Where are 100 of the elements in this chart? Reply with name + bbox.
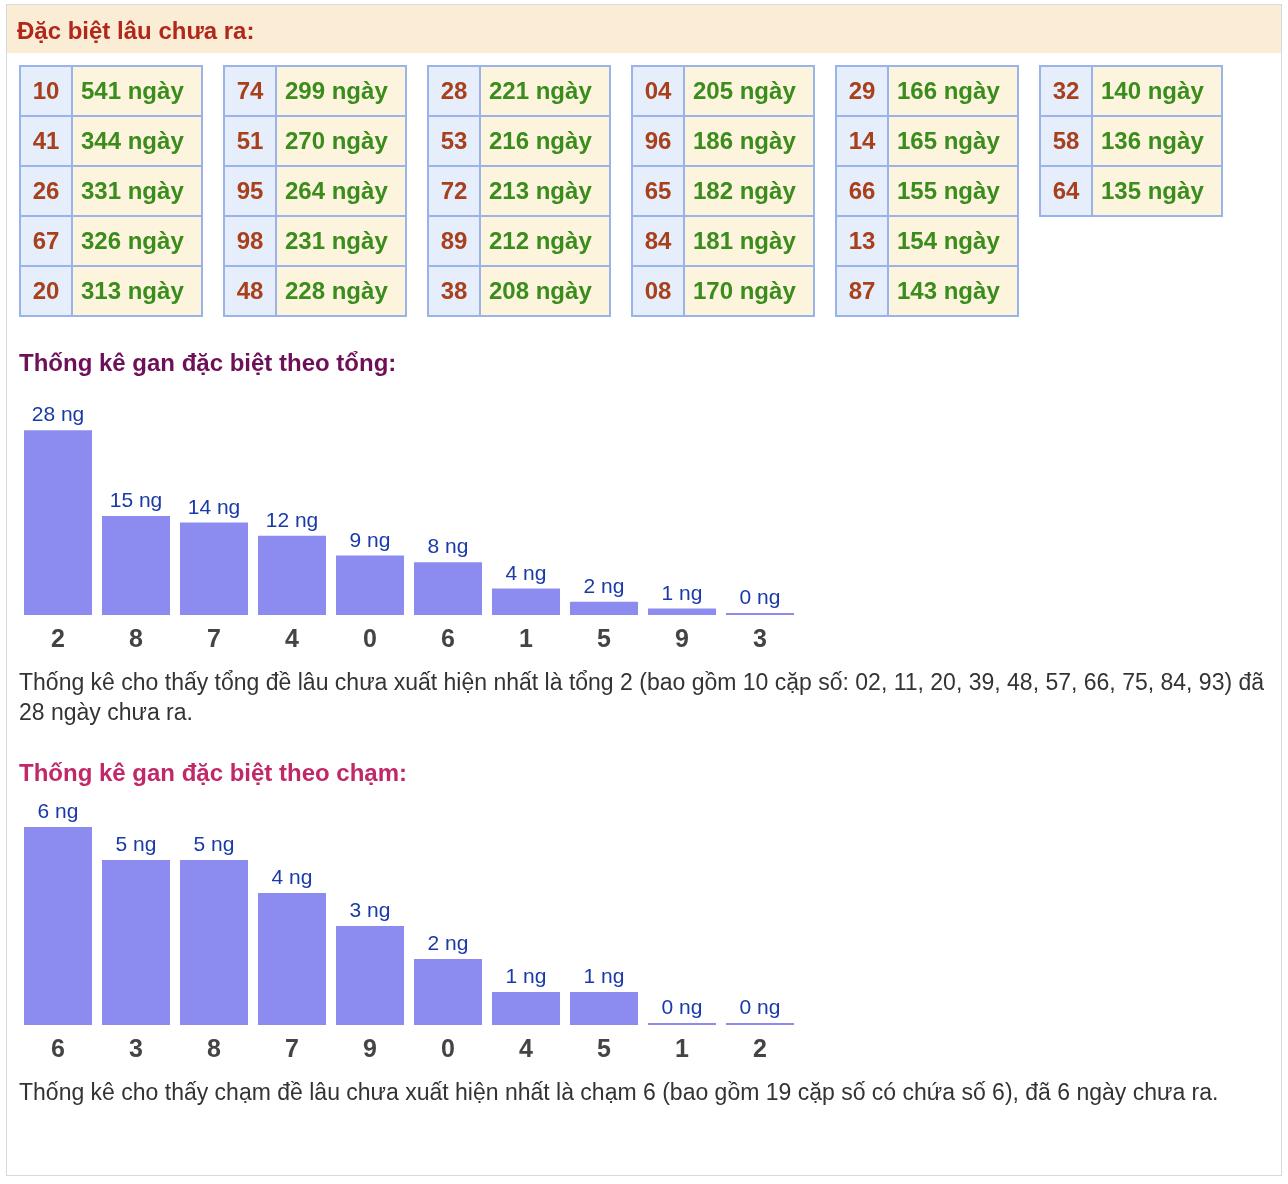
text: 26 xyxy=(20,166,72,216)
text: 95 xyxy=(224,166,276,216)
data-label: 6 ng xyxy=(37,799,79,823)
bar xyxy=(258,893,326,1025)
bar xyxy=(570,601,638,615)
x-tick-label: 7 xyxy=(285,1033,299,1062)
bar xyxy=(180,522,248,615)
bar xyxy=(648,608,716,615)
data-label: 2 ng xyxy=(427,931,469,955)
text: 313 ngày xyxy=(72,266,202,316)
data-label: 4 ng xyxy=(505,560,547,584)
text: 228 ngày xyxy=(276,266,406,316)
data-label: 1 ng xyxy=(505,964,547,988)
text: 136 ngày xyxy=(1092,116,1222,166)
data-label: 2 ng xyxy=(583,574,625,598)
text: 29 xyxy=(836,66,888,116)
x-tick-label: 6 xyxy=(51,1033,65,1062)
bar xyxy=(102,860,170,1025)
x-tick-label: 2 xyxy=(753,1033,767,1062)
text: 04 xyxy=(632,66,684,116)
text: 74 xyxy=(224,66,276,116)
data-label: 8 ng xyxy=(427,534,469,558)
text: 143 ngày xyxy=(888,266,1018,316)
x-tick-label: 3 xyxy=(753,623,767,652)
x-tick-label: 7 xyxy=(207,623,221,652)
text: Thống kê cho thấy chạm đề lâu chưa xuất hiện nhất là chạm 6 (bao gồm 19 cặp số có chứa số 6), đã 6 ngày chưa ra. xyxy=(19,1078,1220,1107)
text: 48 xyxy=(224,266,276,316)
chart-title: Thống kê gan đặc biệt theo chạm: xyxy=(19,759,409,787)
text: 14 xyxy=(836,116,888,166)
bar xyxy=(492,992,560,1025)
text: 64 xyxy=(1040,166,1092,216)
text: 28 xyxy=(428,66,480,116)
text: 20 xyxy=(20,266,72,316)
text: 72 xyxy=(428,166,480,216)
text: Thống kê cho thấy tổng đề lâu chưa xuất hiện nhất là tổng 2 (bao gồm 10 cặp số: 02, 11, 20, 39, 48, 57, 66, 75, 84, 93) đã 28 ngày chưa ra. xyxy=(19,668,1266,727)
text: 170 ngày xyxy=(684,266,814,316)
text: 541 ngày xyxy=(72,66,202,116)
x-tick-label: 9 xyxy=(675,623,689,652)
text: 67 xyxy=(20,216,72,266)
text: 140 ngày xyxy=(1092,66,1222,116)
text: 84 xyxy=(632,216,684,266)
data-label: 15 ng xyxy=(109,488,163,512)
bar xyxy=(414,959,482,1025)
text: 182 ngày xyxy=(684,166,814,216)
x-tick-label: 1 xyxy=(519,623,534,652)
text: 331 ngày xyxy=(72,166,202,216)
data-label: 3 ng xyxy=(349,898,391,922)
data-label: 28 ng xyxy=(31,402,85,426)
text: 213 ngày xyxy=(480,166,610,216)
bar xyxy=(492,588,560,615)
x-tick-label: 4 xyxy=(285,623,300,652)
text: 10 xyxy=(20,66,72,116)
x-tick-label: 0 xyxy=(441,1033,455,1062)
data-label: 5 ng xyxy=(115,832,157,856)
data-label: 5 ng xyxy=(193,832,235,856)
text: 299 ngày xyxy=(276,66,406,116)
text: 181 ngày xyxy=(684,216,814,266)
text: 96 xyxy=(632,116,684,166)
data-label: 0 ng xyxy=(661,995,703,1019)
data-label: 12 ng xyxy=(265,508,319,532)
text: 212 ngày xyxy=(480,216,610,266)
text: 166 ngày xyxy=(888,66,1018,116)
bar xyxy=(336,926,404,1025)
text: 155 ngày xyxy=(888,166,1018,216)
text: 41 xyxy=(20,116,72,166)
bar xyxy=(414,562,482,615)
x-tick-label: 8 xyxy=(207,1033,222,1062)
bar xyxy=(102,516,170,615)
bar xyxy=(24,430,92,615)
text: 87 xyxy=(836,266,888,316)
data-label: 4 ng xyxy=(271,865,313,889)
x-tick-label: 5 xyxy=(597,623,612,652)
data-label: 0 ng xyxy=(739,995,781,1019)
data-label: 14 ng xyxy=(187,494,241,518)
text: 58 xyxy=(1040,116,1092,166)
bar xyxy=(258,535,326,615)
bar xyxy=(570,992,638,1025)
text: Đặc biệt lâu chưa ra: xyxy=(7,5,1281,53)
text: 344 ngày xyxy=(72,116,202,166)
text: 53 xyxy=(428,116,480,166)
text: 13 xyxy=(836,216,888,266)
text: 32 xyxy=(1040,66,1092,116)
data-label: 1 ng xyxy=(661,580,703,604)
text: 186 ngày xyxy=(684,116,814,166)
bar xyxy=(24,827,92,1025)
bar xyxy=(180,860,248,1025)
x-tick-label: 9 xyxy=(363,1033,377,1062)
x-tick-label: 4 xyxy=(519,1033,534,1062)
data-label: 0 ng xyxy=(739,585,781,609)
text: 135 ngày xyxy=(1092,166,1222,216)
chart-title: Thống kê gan đặc biệt theo tổng: xyxy=(19,349,398,377)
text: 270 ngày xyxy=(276,116,406,166)
x-tick-label: 5 xyxy=(597,1033,612,1062)
text: 165 ngày xyxy=(888,116,1018,166)
text: 208 ngày xyxy=(480,266,610,316)
data-label: 1 ng xyxy=(583,964,625,988)
x-tick-label: 6 xyxy=(441,623,455,652)
text: 264 ngày xyxy=(276,166,406,216)
text: 216 ngày xyxy=(480,116,610,166)
text: 231 ngày xyxy=(276,216,406,266)
